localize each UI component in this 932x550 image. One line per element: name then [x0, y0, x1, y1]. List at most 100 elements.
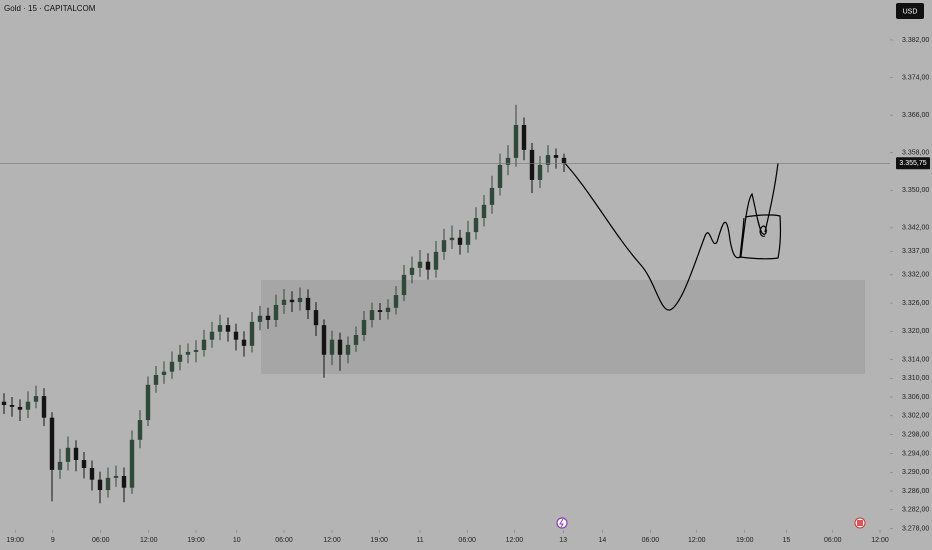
y-tick-label: 3.306,00 — [902, 394, 929, 401]
candle-body — [305, 297, 311, 311]
candle-body — [553, 155, 559, 158]
candle-body — [521, 124, 527, 150]
y-tick-label: 3.310,00 — [902, 375, 929, 382]
candle-body — [457, 237, 463, 245]
candle-body — [81, 459, 87, 468]
candle-body — [209, 331, 215, 340]
candle-body — [537, 164, 543, 180]
y-tick-label: 3.337,00 — [902, 248, 929, 255]
candle-body — [441, 240, 447, 252]
candle-body — [73, 447, 79, 460]
x-tick-label: 10 — [233, 537, 241, 544]
x-tick-label: 13 — [559, 537, 567, 544]
candle-body — [105, 477, 111, 491]
y-tick-label: 3.314,00 — [902, 356, 929, 363]
currency-box[interactable] — [896, 3, 924, 19]
candle-body — [201, 339, 207, 351]
candle-body — [185, 351, 191, 355]
candle-body — [33, 396, 39, 402]
candle-body — [281, 299, 287, 305]
candle-body — [385, 307, 391, 312]
x-tick-label: 9 — [51, 537, 55, 544]
candle-body — [241, 339, 247, 346]
candle-body — [481, 204, 487, 219]
x-tick-label: 06:00 — [275, 537, 293, 544]
y-tick-label: 3.282,00 — [902, 507, 929, 514]
candle-body — [433, 251, 439, 270]
candle-body — [1, 401, 7, 406]
candle-body — [257, 315, 263, 322]
candle-body — [9, 405, 15, 407]
y-tick-label: 3.382,00 — [902, 37, 929, 44]
candle-body — [161, 371, 167, 375]
candle-body — [65, 447, 71, 462]
y-tick-label: 3.326,00 — [902, 300, 929, 307]
y-tick-label: 3.298,00 — [902, 431, 929, 438]
flag-icon-fill — [857, 520, 863, 526]
candle-body — [121, 475, 127, 488]
candle-body — [153, 374, 159, 385]
x-tick-label: 06:00 — [642, 537, 660, 544]
candle-body — [145, 384, 151, 421]
y-tick-label: 3.278,00 — [902, 525, 929, 532]
candle-body — [377, 310, 383, 312]
candle-body — [489, 187, 495, 205]
x-tick-label: 12:00 — [871, 537, 889, 544]
x-tick-label: 06:00 — [458, 537, 476, 544]
hand-drawing — [561, 159, 781, 311]
x-tick-label: 06:00 — [824, 537, 842, 544]
y-tick-label: 3.302,00 — [902, 413, 929, 420]
candle-body — [473, 218, 479, 233]
x-tick-label: 06:00 — [92, 537, 110, 544]
candle-body — [129, 439, 135, 488]
candle-body — [49, 417, 55, 470]
x-tick-label: 19:00 — [736, 537, 754, 544]
candle-body — [265, 315, 271, 320]
x-tick-label: 19:00 — [370, 537, 388, 544]
y-tick-label: 3.342,00 — [902, 225, 929, 232]
candle-body — [25, 401, 31, 410]
x-tick-label: 11 — [416, 537, 423, 544]
y-tick-label: 3.374,00 — [902, 74, 929, 81]
zone-rectangle — [261, 280, 865, 374]
x-tick-label: 14 — [599, 537, 607, 544]
candle-body — [177, 354, 183, 362]
event-icon-bolt — [559, 518, 564, 528]
y-tick-label: 3.290,00 — [902, 469, 929, 476]
candle-body — [169, 361, 175, 372]
candle-body — [465, 232, 471, 245]
currency-label[interactable]: USD — [903, 8, 918, 15]
chart-title: Gold · 15 · CAPITALCOM — [4, 4, 96, 13]
candle-body — [417, 261, 423, 268]
candle-body — [353, 335, 359, 345]
candle-body — [497, 164, 503, 188]
y-tick-label: 3.332,00 — [902, 272, 929, 279]
candle-body — [545, 155, 551, 165]
x-tick-label: 12:00 — [688, 537, 706, 544]
candle-body — [449, 237, 455, 241]
candle-body — [89, 467, 95, 480]
candle-body — [249, 321, 255, 346]
candle-body — [393, 295, 399, 308]
candle-body — [41, 396, 47, 418]
x-tick-label: 19:00 — [6, 537, 24, 544]
candle-body — [273, 304, 279, 320]
x-tick-label: 15 — [783, 537, 791, 544]
candle-body — [345, 344, 351, 355]
x-tick-label: 12:00 — [506, 537, 524, 544]
candle-body — [233, 331, 239, 340]
candle-body — [513, 124, 519, 158]
candle-body — [313, 310, 319, 326]
x-tick-label: 12:00 — [323, 537, 341, 544]
y-tick-label: 3.320,00 — [902, 328, 929, 335]
event-icon[interactable] — [556, 517, 568, 529]
last-price-label: 3.355,75 — [899, 160, 926, 167]
candle-body — [17, 406, 23, 410]
candle-body — [401, 274, 407, 296]
y-tick-label: 3.358,00 — [902, 150, 929, 157]
y-tick-label: 3.350,00 — [902, 187, 929, 194]
candle-body — [193, 350, 199, 352]
y-tick-label: 3.294,00 — [902, 450, 929, 457]
candle-body — [217, 325, 223, 332]
